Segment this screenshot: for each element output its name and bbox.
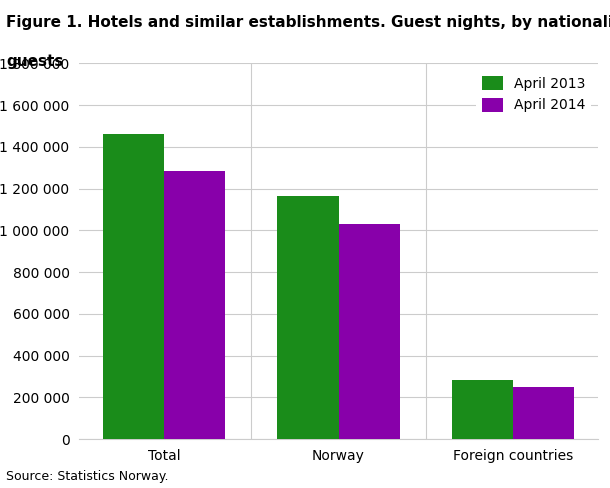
Legend: April 2013, April 2014: April 2013, April 2014 [476, 70, 591, 118]
Bar [452, 380, 513, 439]
Bar [513, 387, 574, 439]
Text: Figure 1. Hotels and similar establishments. Guest nights, by nationality of the: Figure 1. Hotels and similar establishme… [6, 15, 610, 30]
Bar [164, 171, 225, 439]
Bar [339, 224, 400, 439]
Text: guests: guests [6, 54, 63, 69]
Bar [103, 134, 164, 439]
Text: Source: Statistics Norway.: Source: Statistics Norway. [6, 470, 168, 483]
Bar [278, 196, 339, 439]
